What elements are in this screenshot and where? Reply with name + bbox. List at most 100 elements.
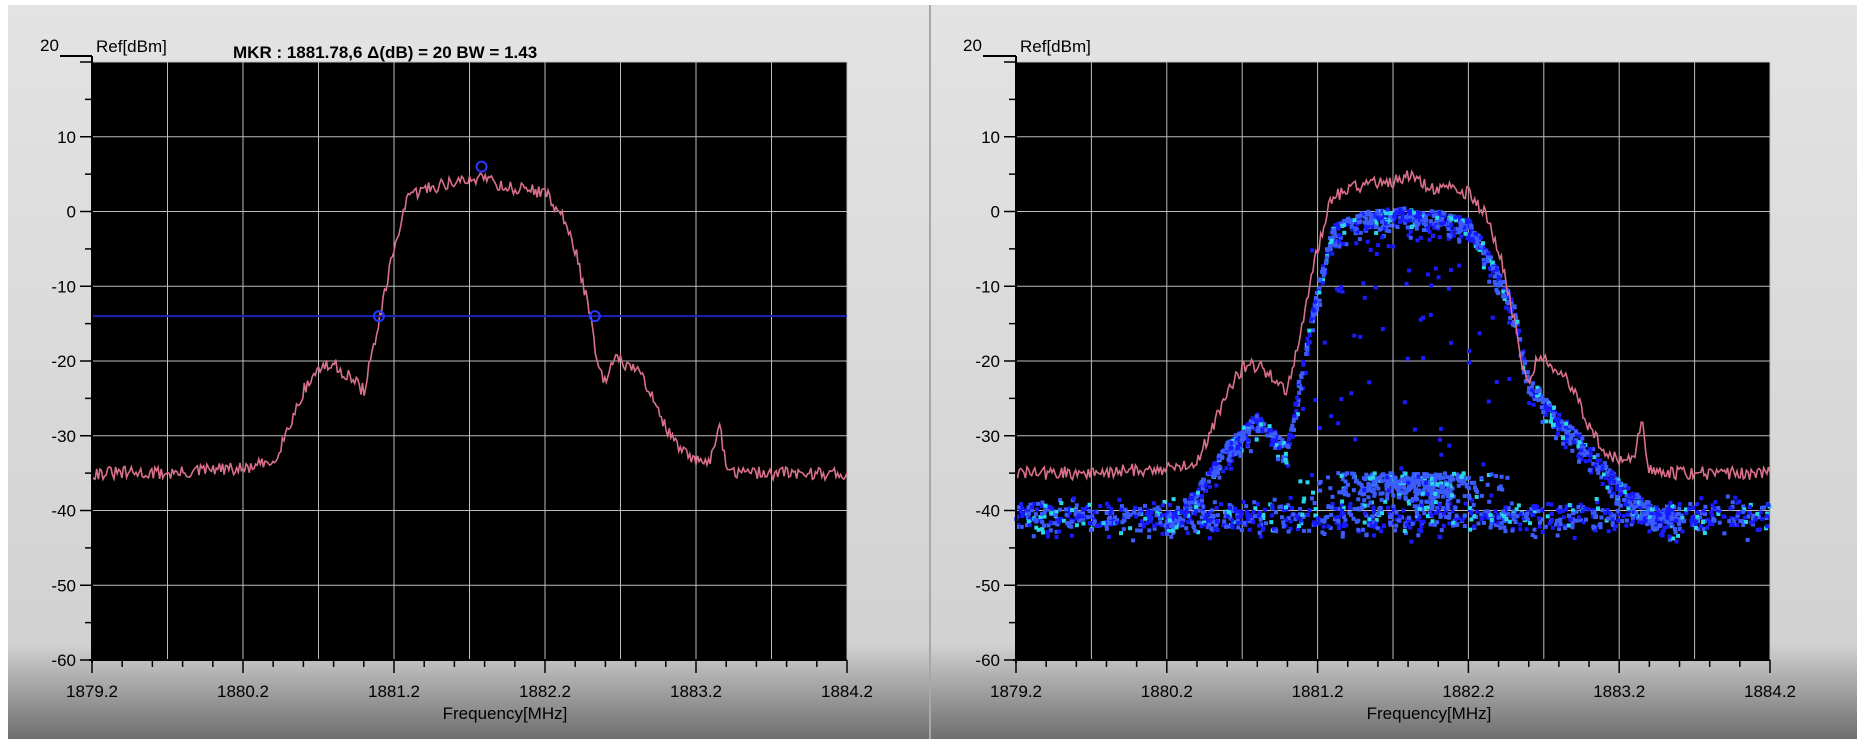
density-point — [1428, 495, 1433, 500]
density-point — [1712, 506, 1717, 511]
density-point — [1380, 511, 1385, 516]
density-point — [1404, 215, 1409, 220]
density-point — [1388, 211, 1393, 216]
spectrum-trace — [1015, 168, 1771, 482]
density-point — [1367, 476, 1372, 481]
density-point — [1171, 530, 1176, 535]
density-point — [1523, 379, 1528, 384]
density-point — [1593, 463, 1598, 468]
density-point — [1064, 512, 1069, 517]
density-point — [1189, 493, 1194, 498]
density-point — [1402, 476, 1407, 481]
density-point — [1119, 507, 1124, 512]
density-point — [1402, 206, 1407, 211]
marker-point[interactable] — [588, 310, 601, 323]
density-point — [1170, 523, 1175, 528]
density-point — [1441, 475, 1446, 480]
density-point — [1506, 512, 1511, 517]
density-point — [1676, 521, 1681, 526]
density-point — [1072, 496, 1077, 501]
density-point — [1367, 519, 1372, 524]
density-point — [1455, 476, 1460, 481]
density-point — [1411, 210, 1416, 215]
density-point — [1500, 487, 1505, 492]
density-point — [1273, 439, 1278, 444]
density-point — [1292, 427, 1297, 432]
density-point — [1385, 475, 1390, 480]
density-point — [1697, 511, 1702, 516]
density-point — [1755, 527, 1760, 532]
density-point — [1069, 533, 1074, 538]
density-point — [1507, 519, 1512, 524]
density-point — [1213, 473, 1218, 478]
density-point — [1286, 516, 1291, 521]
marker-point[interactable] — [372, 310, 385, 323]
density-point — [1608, 481, 1613, 486]
density-point — [1668, 522, 1673, 527]
density-point — [1429, 283, 1434, 288]
density-point — [1496, 291, 1501, 296]
density-point — [1251, 520, 1256, 525]
density-point — [1279, 504, 1284, 509]
density-point — [1080, 514, 1085, 519]
density-point — [1435, 224, 1440, 229]
density-point — [1466, 232, 1471, 237]
density-point — [1318, 302, 1323, 307]
density-point — [1244, 504, 1249, 509]
density-point — [1673, 530, 1678, 535]
density-point — [1171, 497, 1176, 502]
density-point — [1579, 448, 1584, 453]
density-point — [1511, 512, 1516, 517]
density-point — [1606, 516, 1611, 521]
density-point — [1433, 500, 1438, 505]
density-point — [1445, 498, 1450, 503]
density-point — [1557, 412, 1562, 417]
density-point — [1260, 527, 1265, 532]
density-point — [1474, 509, 1479, 514]
density-point — [1147, 535, 1152, 540]
density-point — [1339, 396, 1344, 401]
density-point — [1465, 217, 1470, 222]
density-point — [1625, 512, 1630, 517]
density-point — [1152, 526, 1157, 531]
density-point — [1018, 508, 1023, 513]
density-point — [1233, 506, 1238, 511]
density-point — [1601, 472, 1606, 477]
density-point — [1224, 446, 1229, 451]
density-point — [1372, 524, 1377, 529]
density-point — [1162, 513, 1167, 518]
density-point — [1424, 499, 1429, 504]
density-point — [1545, 407, 1550, 412]
density-point — [1541, 410, 1546, 415]
density-point — [1638, 505, 1643, 510]
density-point — [1509, 297, 1514, 302]
density-point — [1361, 476, 1366, 481]
density-point — [1281, 524, 1286, 529]
density-point — [1380, 208, 1385, 213]
density-point — [1543, 524, 1548, 529]
density-point — [1449, 216, 1454, 221]
density-point — [1205, 525, 1210, 530]
density-point — [1034, 519, 1039, 524]
density-point — [1527, 521, 1532, 526]
density-point — [1639, 516, 1644, 521]
density-point — [1529, 392, 1534, 397]
density-point — [1694, 519, 1699, 524]
density-point — [1510, 306, 1515, 311]
density-point — [1441, 523, 1446, 528]
density-point — [1586, 507, 1591, 512]
marker-point[interactable] — [475, 160, 488, 173]
density-point — [1392, 214, 1397, 219]
density-point — [1462, 513, 1467, 518]
density-point — [1445, 506, 1450, 511]
density-point — [1481, 520, 1486, 525]
density-point — [1317, 481, 1322, 486]
density-point — [1488, 255, 1493, 260]
density-point — [1396, 491, 1401, 496]
density-point — [1462, 494, 1467, 499]
density-point — [1356, 214, 1361, 219]
density-point — [1109, 507, 1114, 512]
density-point — [1499, 515, 1504, 520]
density-point — [1314, 291, 1319, 296]
density-point — [1599, 475, 1604, 480]
